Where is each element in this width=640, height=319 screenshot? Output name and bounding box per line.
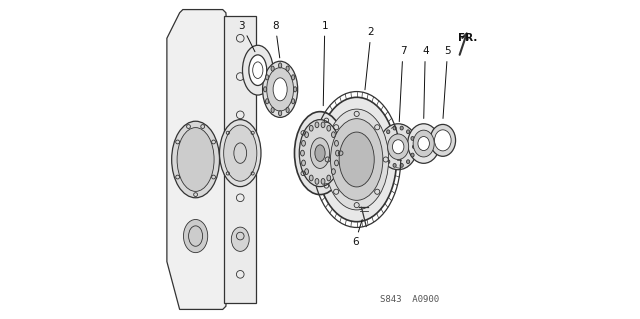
Ellipse shape xyxy=(220,120,261,187)
Ellipse shape xyxy=(321,122,325,128)
Ellipse shape xyxy=(335,160,339,166)
Ellipse shape xyxy=(327,175,331,181)
Text: S843  A0900: S843 A0900 xyxy=(380,295,439,304)
Ellipse shape xyxy=(294,87,297,92)
Text: 4: 4 xyxy=(422,46,429,118)
Ellipse shape xyxy=(327,125,331,131)
Ellipse shape xyxy=(294,112,346,195)
Text: 7: 7 xyxy=(399,46,406,122)
Ellipse shape xyxy=(332,169,335,174)
Ellipse shape xyxy=(330,119,383,200)
Ellipse shape xyxy=(324,109,388,210)
Ellipse shape xyxy=(278,111,282,116)
Ellipse shape xyxy=(335,150,339,156)
Ellipse shape xyxy=(406,130,410,134)
Ellipse shape xyxy=(267,68,294,111)
Ellipse shape xyxy=(435,130,451,151)
Text: 6: 6 xyxy=(352,219,362,248)
Ellipse shape xyxy=(411,137,414,140)
Ellipse shape xyxy=(393,126,396,130)
Ellipse shape xyxy=(273,78,287,101)
Ellipse shape xyxy=(315,122,319,128)
Ellipse shape xyxy=(413,145,416,149)
Ellipse shape xyxy=(286,108,289,113)
Ellipse shape xyxy=(317,97,397,222)
Ellipse shape xyxy=(387,130,390,134)
Ellipse shape xyxy=(184,219,208,253)
Polygon shape xyxy=(224,16,256,303)
Text: 3: 3 xyxy=(239,20,255,52)
Text: 2: 2 xyxy=(365,27,374,90)
Ellipse shape xyxy=(243,45,273,95)
Ellipse shape xyxy=(382,153,385,157)
Ellipse shape xyxy=(388,134,409,160)
Ellipse shape xyxy=(430,124,456,156)
Ellipse shape xyxy=(309,125,313,131)
Ellipse shape xyxy=(310,138,330,168)
Polygon shape xyxy=(167,10,227,309)
Ellipse shape xyxy=(264,87,267,92)
Ellipse shape xyxy=(223,125,257,181)
Ellipse shape xyxy=(392,140,404,154)
Ellipse shape xyxy=(400,126,403,130)
Text: FR.: FR. xyxy=(458,33,477,43)
Ellipse shape xyxy=(177,128,214,191)
Ellipse shape xyxy=(393,163,396,167)
Text: 1: 1 xyxy=(321,20,328,106)
Ellipse shape xyxy=(381,145,384,149)
Ellipse shape xyxy=(300,120,340,187)
Ellipse shape xyxy=(286,66,289,71)
Ellipse shape xyxy=(335,140,339,146)
Ellipse shape xyxy=(309,175,313,181)
Ellipse shape xyxy=(266,75,269,80)
Ellipse shape xyxy=(271,66,274,71)
Ellipse shape xyxy=(301,160,305,166)
Ellipse shape xyxy=(301,140,305,146)
Ellipse shape xyxy=(249,55,267,85)
Ellipse shape xyxy=(315,145,325,161)
Ellipse shape xyxy=(339,132,374,187)
Ellipse shape xyxy=(231,227,249,251)
Ellipse shape xyxy=(379,124,417,170)
Ellipse shape xyxy=(413,130,434,157)
Ellipse shape xyxy=(305,169,308,174)
Ellipse shape xyxy=(411,153,414,157)
Ellipse shape xyxy=(418,137,429,151)
Ellipse shape xyxy=(301,150,305,156)
Ellipse shape xyxy=(291,75,294,80)
Text: 5: 5 xyxy=(443,46,451,118)
Ellipse shape xyxy=(400,163,403,167)
Ellipse shape xyxy=(278,63,282,68)
Ellipse shape xyxy=(382,137,385,140)
Ellipse shape xyxy=(321,179,325,184)
Ellipse shape xyxy=(332,132,335,137)
Text: 8: 8 xyxy=(272,20,280,58)
Ellipse shape xyxy=(408,124,440,163)
Ellipse shape xyxy=(315,179,319,184)
Ellipse shape xyxy=(387,160,390,164)
Ellipse shape xyxy=(172,121,220,198)
Ellipse shape xyxy=(262,61,298,117)
Ellipse shape xyxy=(266,99,269,104)
Ellipse shape xyxy=(406,160,410,164)
Ellipse shape xyxy=(271,108,274,113)
Ellipse shape xyxy=(305,132,308,137)
Ellipse shape xyxy=(291,99,294,104)
